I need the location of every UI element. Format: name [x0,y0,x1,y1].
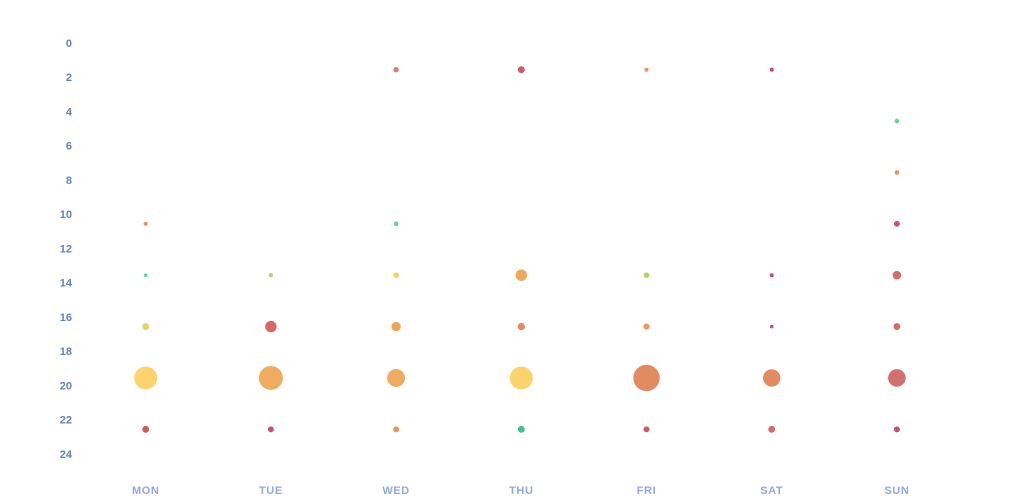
x-axis-day-label: MON [132,485,159,497]
data-point[interactable] [393,426,400,433]
data-point[interactable] [893,220,900,227]
data-point[interactable] [768,425,776,433]
x-axis-day-label: THU [509,485,533,497]
data-point[interactable] [769,324,774,329]
data-point[interactable] [894,118,900,124]
x-axis: MON TUE WED THU FRI SAT SUN [132,485,909,497]
data-point[interactable] [387,368,406,387]
y-axis-tick-label: 18 [60,346,72,358]
data-point[interactable] [643,272,650,278]
data-point[interactable] [143,273,148,277]
data-point[interactable] [393,221,399,227]
data-point[interactable] [265,320,277,333]
data-point[interactable] [769,67,774,72]
data-point[interactable] [888,369,906,387]
data-point[interactable] [894,170,900,175]
y-axis-tick-label: 10 [60,209,72,221]
data-point[interactable] [391,321,401,332]
y-axis-tick-label: 20 [60,380,72,392]
x-axis-day-label: FRI [637,485,657,497]
data-point[interactable] [893,323,901,330]
data-point[interactable] [134,366,158,390]
y-axis-tick-label: 0 [66,38,72,50]
data-point[interactable] [509,366,533,390]
data-point[interactable] [267,426,274,433]
y-axis-tick-label: 4 [66,106,73,118]
y-axis-tick-label: 2 [66,72,72,84]
data-point[interactable] [633,364,660,392]
data-point[interactable] [763,369,781,387]
data-point[interactable] [517,322,525,331]
y-axis-tick-label: 24 [60,449,73,461]
data-point[interactable] [258,365,283,390]
x-axis-day-label: SAT [760,485,783,497]
data-point[interactable] [393,272,399,278]
data-point[interactable] [517,425,525,433]
x-axis-day-label: TUE [259,485,283,497]
data-point[interactable] [892,270,902,280]
data-point[interactable] [142,323,150,330]
y-axis-tick-label: 14 [60,278,73,290]
data-point[interactable] [393,66,399,73]
y-axis-tick-label: 16 [60,312,72,324]
x-axis-day-label: WED [382,485,409,497]
data-point[interactable] [515,269,527,281]
y-axis-tick-label: 6 [66,141,72,153]
data-point[interactable] [769,273,774,278]
data-point[interactable] [517,66,525,74]
data-point[interactable] [643,323,650,330]
data-point[interactable] [268,273,273,278]
data-point[interactable] [643,426,650,433]
data-point[interactable] [143,221,148,226]
data-points [134,66,906,433]
data-point[interactable] [893,426,900,433]
y-axis-tick-label: 12 [60,243,72,255]
y-axis-tick-label: 8 [66,175,72,187]
x-axis-day-label: SUN [884,485,909,497]
y-axis-tick-label: 22 [60,415,72,427]
data-point[interactable] [644,67,649,72]
data-point[interactable] [142,425,150,433]
